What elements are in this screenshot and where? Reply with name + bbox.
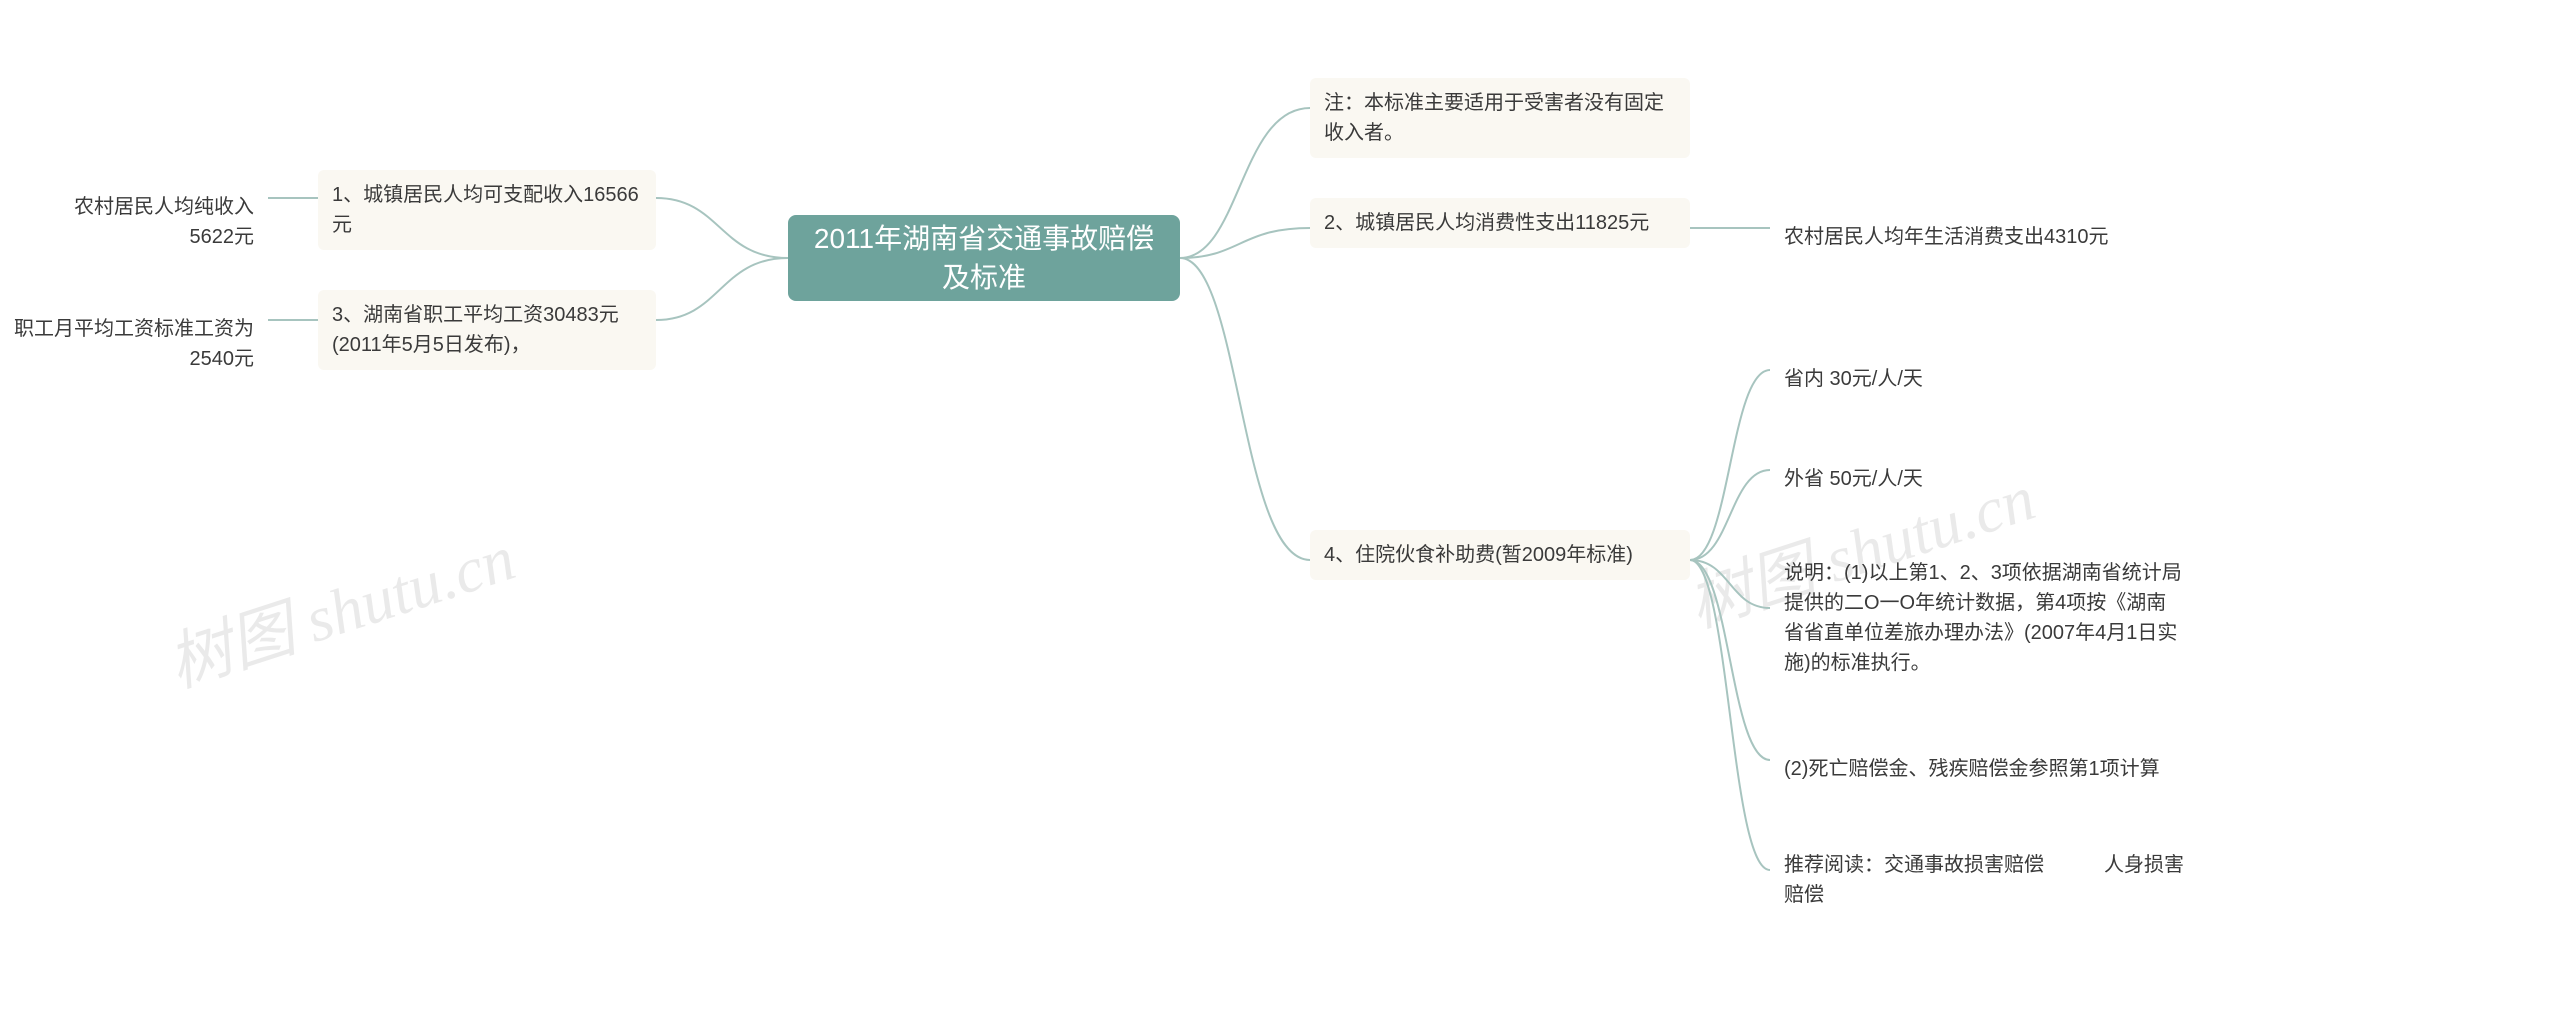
- l1-right-item: 2、城镇居民人均消费性支出11825元: [1310, 198, 1690, 248]
- l2-left-item: 职工月平均工资标准工资为2540元: [0, 304, 268, 384]
- l1-right-item: 注：本标准主要适用于受害者没有固定收入者。: [1310, 78, 1690, 158]
- l2-right-item: 说明：(1)以上第1、2、3项依据湖南省统计局提供的二O一O年统计数据，第4项按…: [1770, 548, 2200, 688]
- l1-left-item: 1、城镇居民人均可支配收入16566元: [318, 170, 656, 250]
- l2-right-item: 农村居民人均年生活消费支出4310元: [1770, 212, 2150, 262]
- center-node: 2011年湖南省交通事故赔偿及标准: [788, 215, 1180, 301]
- l2-right-item: (2)死亡赔偿金、残疾赔偿金参照第1项计算: [1770, 744, 2200, 794]
- l2-right-item: 省内 30元/人/天: [1770, 354, 2150, 404]
- l2-right-item: 外省 50元/人/天: [1770, 454, 2150, 504]
- l1-right-item: 4、住院伙食补助费(暂2009年标准): [1310, 530, 1690, 580]
- l2-right-item: 推荐阅读：交通事故损害赔偿 人身损害赔偿: [1770, 840, 2200, 920]
- watermark: 树图 shutu.cn: [155, 507, 525, 705]
- l1-left-item: 3、湖南省职工平均工资30483元(2011年5月5日发布)，: [318, 290, 656, 370]
- l2-left-item: 农村居民人均纯收入5622元: [30, 182, 268, 262]
